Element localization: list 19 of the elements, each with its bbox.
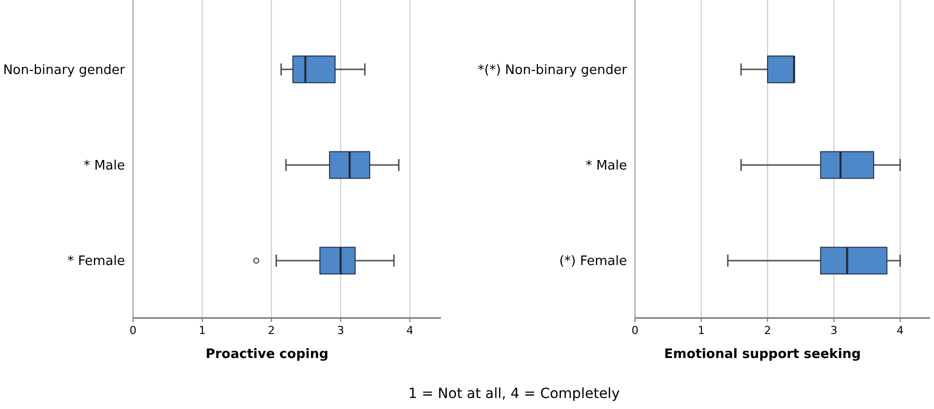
- text: 1 = Not at all, 4 = Completely: [408, 386, 620, 402]
- x-tick-label: 3: [337, 324, 344, 337]
- x-axis-title: Emotional support seeking: [664, 347, 861, 362]
- y-tick-label: *(*) Non-binary gender: [478, 62, 628, 78]
- y-tick-label: * Male: [84, 158, 125, 174]
- x-tick-label: 2: [268, 324, 275, 337]
- y-tick-label: * Female: [67, 254, 125, 270]
- x-tick-label: 4: [406, 324, 414, 337]
- x-tick-label: 1: [698, 324, 705, 337]
- x-tick-label: 2: [764, 324, 772, 337]
- x-tick-label: 3: [830, 324, 838, 337]
- y-tick-label: Non-binary gender: [3, 62, 126, 78]
- x-tick-label: 0: [130, 324, 136, 337]
- x-tick-label: 4: [896, 324, 904, 337]
- x-axis-title: Proactive coping: [206, 347, 328, 362]
- x-tick-label: 0: [632, 324, 638, 337]
- x-tick-label: 1: [198, 324, 206, 337]
- y-tick-label: (*) Female: [559, 254, 627, 270]
- y-tick-label: * Male: [586, 158, 627, 174]
